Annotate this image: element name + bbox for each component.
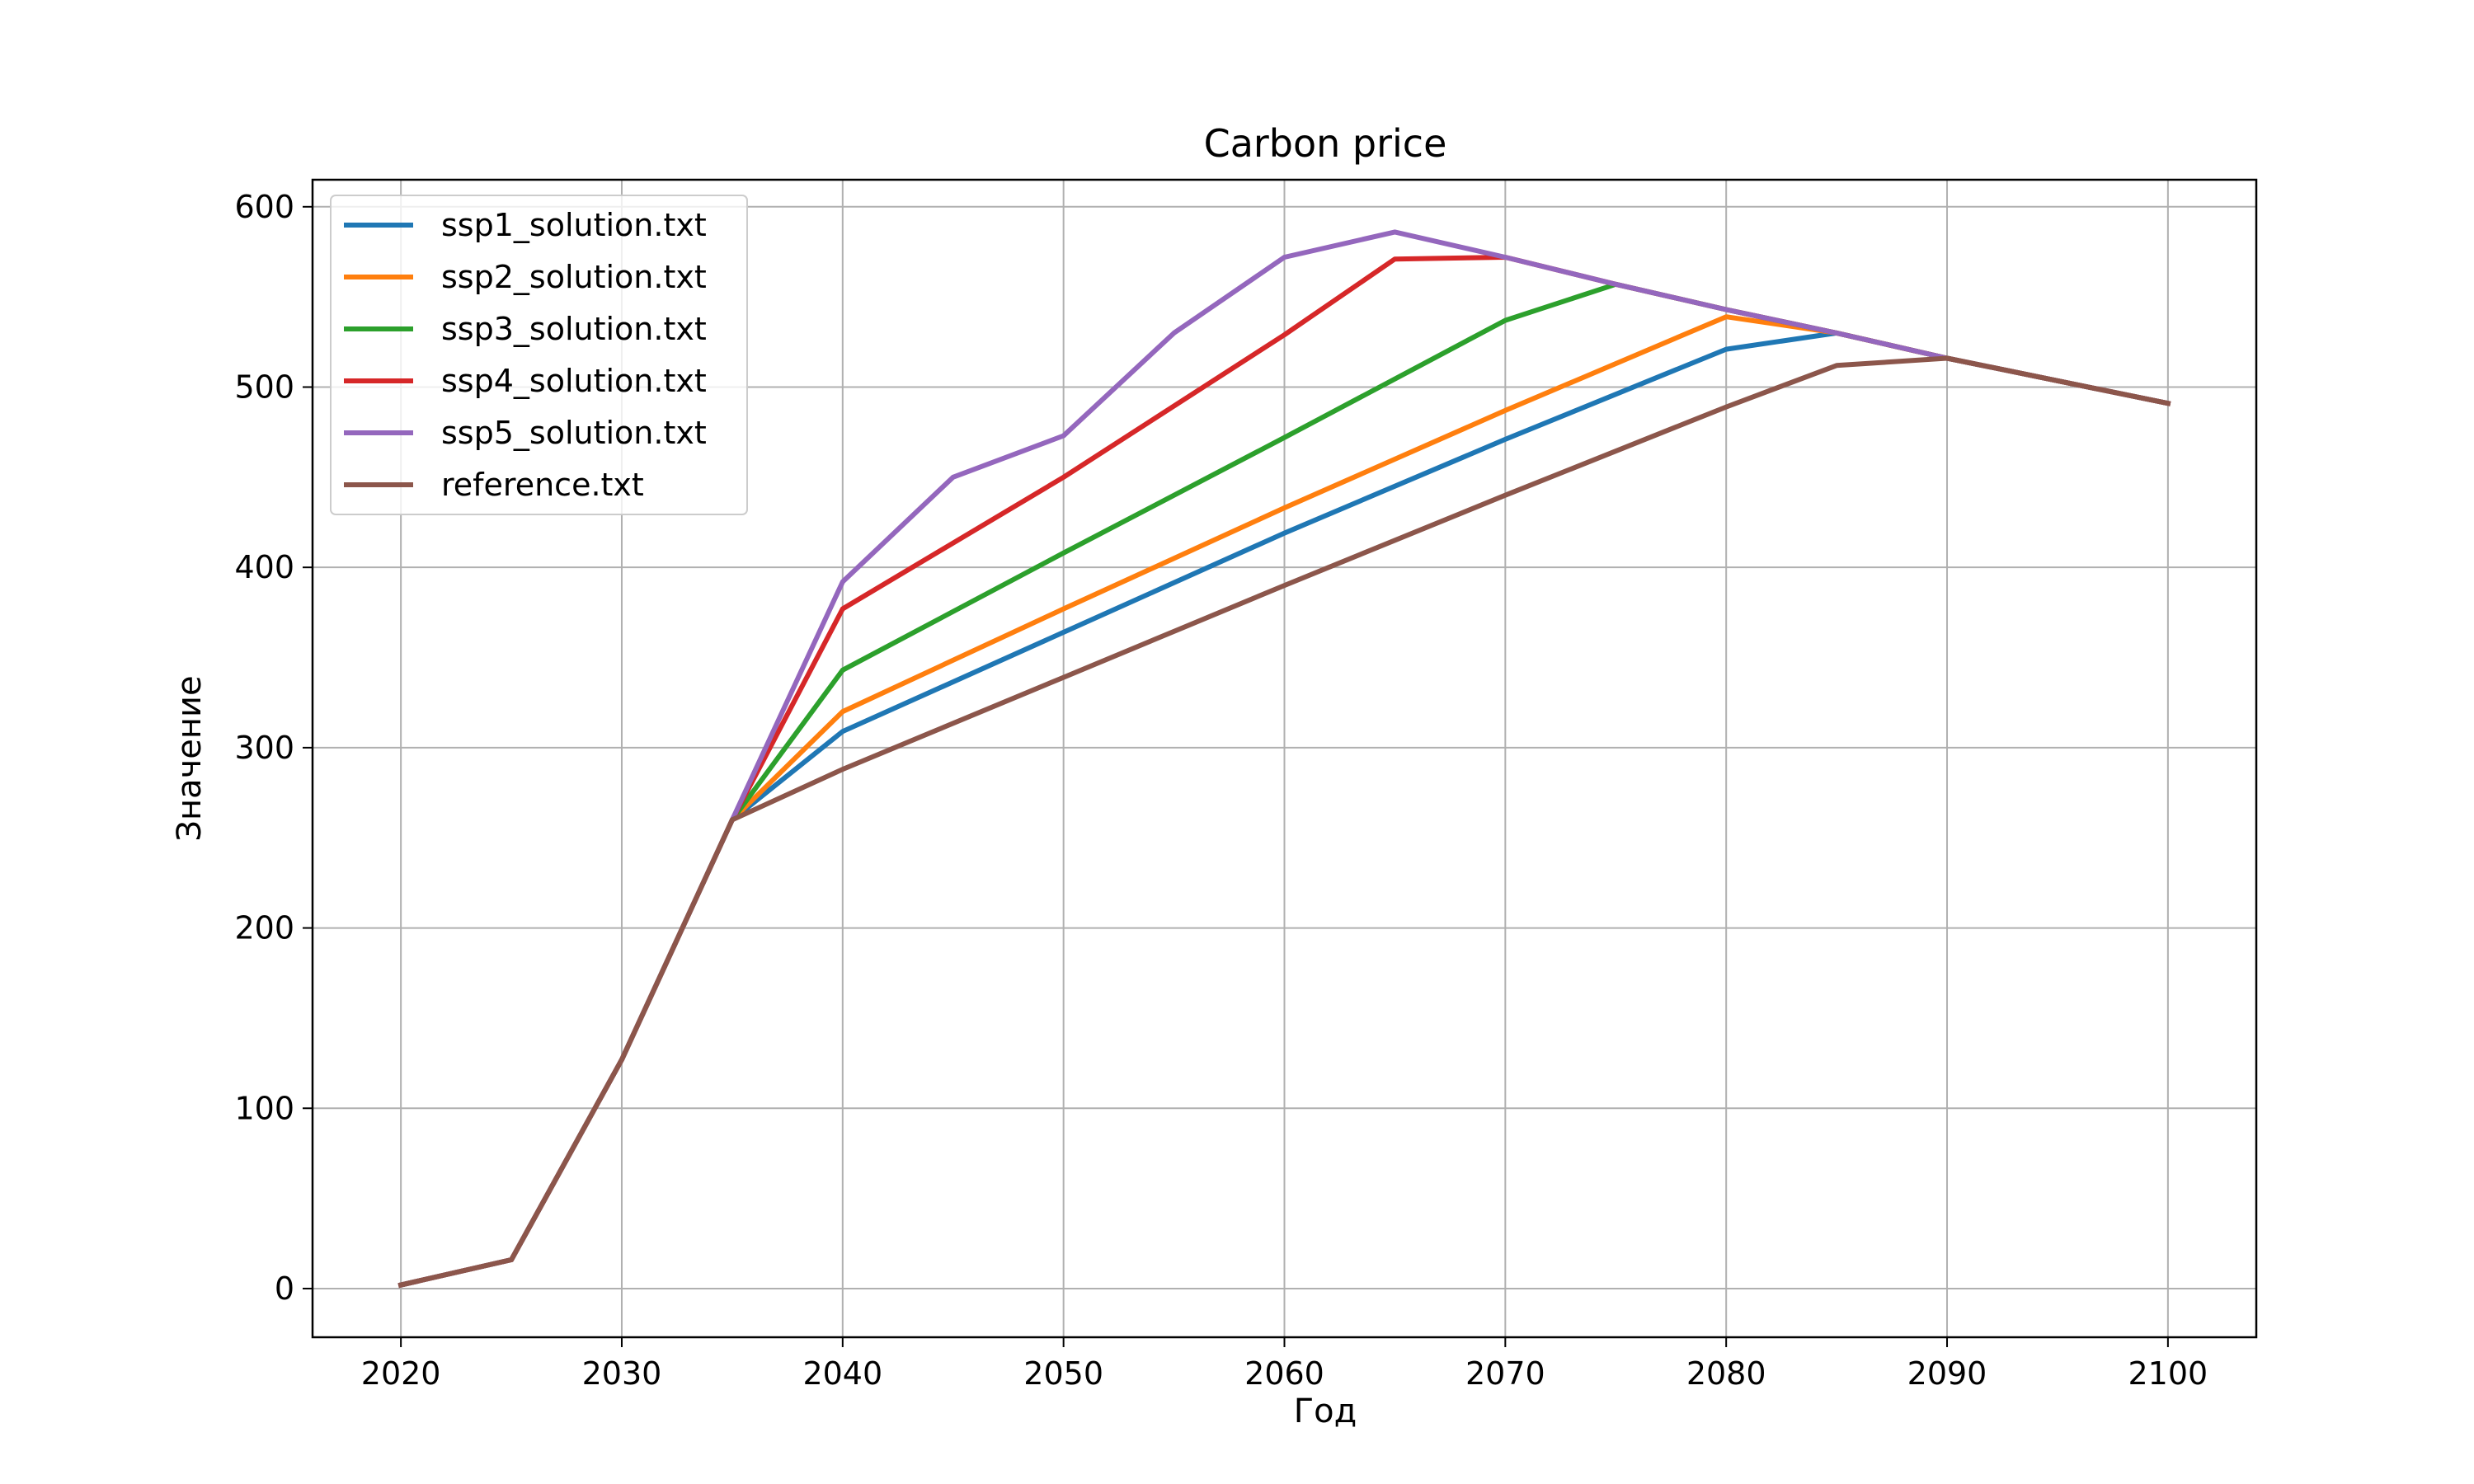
y-tick-label: 0 (275, 1270, 294, 1307)
legend-item: reference.txt (344, 467, 644, 503)
legend-label: ssp1_solution.txt (441, 207, 707, 243)
x-tick-label: 2080 (1686, 1355, 1766, 1392)
y-tick-label: 100 (234, 1090, 294, 1126)
legend-label: ssp4_solution.txt (441, 363, 707, 399)
x-tick-label: 2060 (1244, 1355, 1324, 1392)
legend-item: ssp3_solution.txt (344, 311, 707, 347)
y-tick-label: 300 (234, 730, 294, 766)
y-axis: 0 100 200 300 400 500 600 (234, 189, 313, 1307)
x-tick-label: 2100 (2128, 1355, 2208, 1392)
x-tick-label: 2070 (1465, 1355, 1545, 1392)
x-tick-label: 2050 (1023, 1355, 1103, 1392)
chart-title: Carbon price (1204, 121, 1447, 166)
legend-label: ssp3_solution.txt (441, 311, 707, 347)
x-tick-label: 2020 (361, 1355, 441, 1392)
grid (313, 180, 2256, 1337)
y-axis-label: Значение (171, 675, 209, 841)
x-tick-label: 2040 (802, 1355, 882, 1392)
legend-item: ssp5_solution.txt (344, 415, 707, 451)
legend-label: ssp2_solution.txt (441, 259, 707, 295)
legend-item: ssp4_solution.txt (344, 363, 707, 399)
y-tick-label: 600 (234, 189, 294, 225)
legend-item: ssp2_solution.txt (344, 259, 707, 295)
series-layer (397, 229, 2171, 1289)
legend: ssp1_solution.txt ssp2_solution.txt ssp3_s… (330, 195, 748, 515)
legend-label: ssp5_solution.txt (441, 415, 707, 451)
x-tick-label: 2030 (582, 1355, 662, 1392)
legend-item: ssp1_solution.txt (344, 207, 707, 243)
y-tick-label: 200 (234, 910, 294, 946)
legend-label: reference.txt (441, 467, 644, 503)
series-line-6 (397, 355, 2171, 1289)
x-tick-label: 2090 (1907, 1355, 1987, 1392)
x-axis-label: Год (1294, 1392, 1357, 1430)
legend-box (330, 195, 748, 515)
x-axis: 2020 2030 2040 2050 2060 2070 2080 2090 2100 (361, 1337, 2208, 1392)
y-tick-label: 500 (234, 369, 294, 405)
y-tick-label: 400 (234, 549, 294, 585)
